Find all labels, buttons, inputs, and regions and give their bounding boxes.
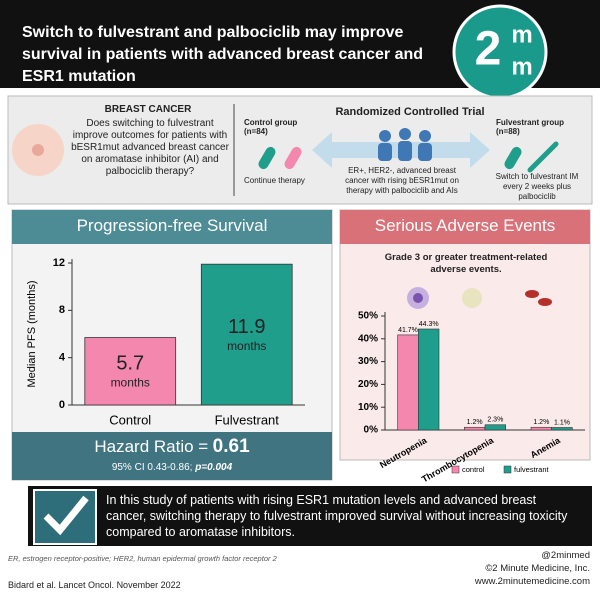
logo-letter: m [511,21,532,48]
y-tick-label: 20% [358,379,378,390]
value-unit: months [227,339,266,353]
x-tick-label: Fulvestrant [215,412,280,427]
y-tick-label: 12 [53,257,65,269]
legend-label: fulvestrant [514,465,550,474]
value-label: 1.2% [467,419,483,426]
hazard-box [12,432,332,480]
hazard-ratio-value: 0.61 [212,436,250,457]
value-unit: months [111,375,150,389]
people-icon [378,128,432,161]
ae-title: Serious Adverse Events [374,216,556,235]
value-label: 1.2% [533,419,549,426]
logo-letter: m [511,53,532,80]
hazard-ratio: Hazard Ratio = 0.61 [12,436,332,458]
value-label: 5.7 [116,353,144,375]
control-group: Control group (n=84) [244,118,298,136]
y-tick-label: 40% [358,333,378,344]
value-label: 2.3% [487,417,503,424]
bar [551,427,573,431]
abbreviations: ER, estrogen receptor-positive; HER2, hu… [8,554,277,563]
breast-icon [32,144,44,156]
control-arm: Continue therapy [244,176,305,185]
bar [530,426,552,431]
conclusion: In this study of patients with rising ES… [106,493,568,539]
bar [84,337,177,406]
treatment-group: Fulvestrant group (n=88) [496,118,565,136]
conclusion-bar [28,486,592,546]
pill-icons [258,141,559,173]
question: Does switching to fulvestrant improve ou… [71,118,229,177]
design: Randomized Controlled Trial [335,106,485,118]
x-tick-label: Control [109,412,151,427]
bar [464,426,486,431]
ci-text: 95% CI 0.43-0.86; [111,462,193,473]
value-label: 41.7% [398,327,418,334]
ae-panel [339,209,591,461]
pfs-title: Progression-free Survival [76,216,268,235]
bar [397,334,419,431]
topic: BREAST CANCER [104,104,192,115]
y-tick-label: 30% [358,356,378,367]
y-axis-label: Median PFS (months) [26,281,38,388]
ae-title-bar [340,210,590,244]
y-tick-label: 8 [59,304,65,316]
legend-swatch [451,465,460,474]
title: Switch to fulvestrant and palbociclib ma… [22,24,424,85]
check-box [33,489,97,545]
ae-subtitle: Grade 3 or greater treatment-related adv… [384,252,548,275]
cell-icons [407,287,552,309]
y-tick-label: 4 [59,352,66,364]
copyright: ©2 Minute Medicine, Inc. [485,563,590,574]
check-mark [43,495,89,536]
logo-digit: 2 [475,23,502,76]
treatment-arm: Switch to fulvestrant IM every 2 weeks p… [495,172,579,201]
value-label: 1.1% [554,419,570,426]
y-tick-label: 50% [358,311,378,322]
bar [484,424,506,431]
y-tick-label: 0 [59,399,65,411]
y-tick-label: 0% [364,425,379,436]
legend-swatch [503,465,512,474]
y-tick-label: 10% [358,402,378,413]
citation: Bidard et al. Lancet Oncol. November 202… [8,580,181,590]
handle: @2minmed [541,550,590,561]
legend-label: control [462,465,485,474]
hazard-ratio-label: Hazard Ratio = [94,437,209,456]
value-label: 11.9 [228,316,265,338]
bar [418,328,440,431]
population: ER+, HER2-, advanced breast cancer with … [345,166,459,195]
value-label: 44.3% [419,321,439,328]
website: www.2minutemedicine.com [474,576,590,587]
bar [200,263,293,406]
ci: 95% CI 0.43-0.86; p=0.004 [12,462,332,473]
pfs-title-bar [12,210,332,244]
p-value: p=0.004 [195,462,233,473]
